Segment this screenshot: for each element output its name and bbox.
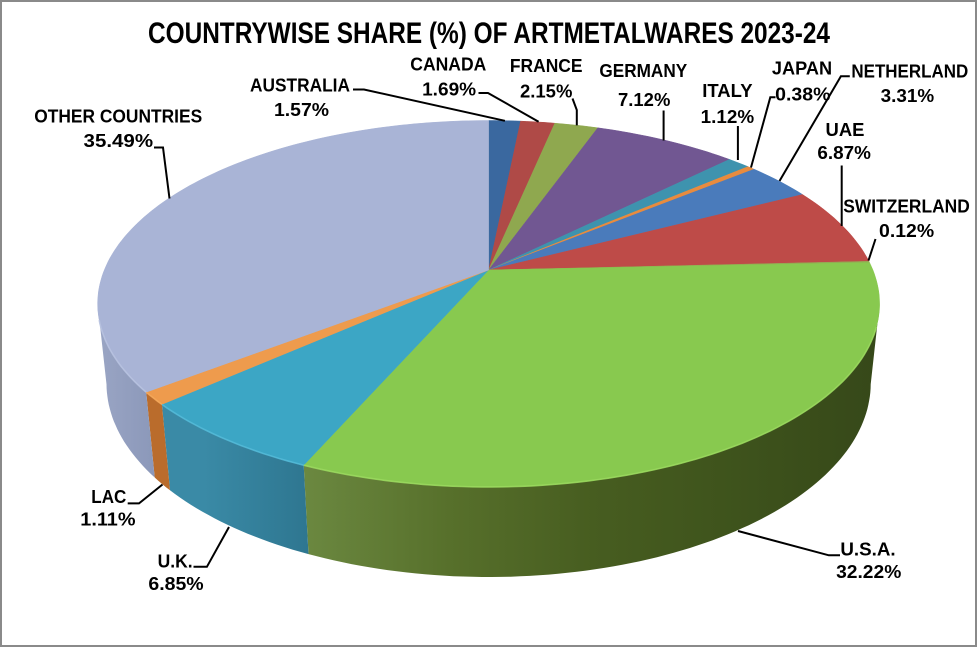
svg-text:2.15%: 2.15% <box>520 82 572 102</box>
svg-text:ITALY: ITALY <box>702 81 752 101</box>
svg-text:1.12%: 1.12% <box>701 107 755 127</box>
svg-text:UAE: UAE <box>826 120 865 140</box>
svg-text:3.31%: 3.31% <box>881 86 935 106</box>
svg-text:SWITZERLAND: SWITZERLAND <box>843 197 970 217</box>
svg-text:COUNTRYWISE SHARE (%) OF ARTME: COUNTRYWISE SHARE (%) OF ARTMETALWARES 2… <box>148 17 830 50</box>
svg-text:U.S.A.: U.S.A. <box>840 539 895 559</box>
svg-text:6.87%: 6.87% <box>817 143 871 163</box>
svg-text:U.K.: U.K. <box>158 552 193 572</box>
svg-text:JAPAN: JAPAN <box>772 59 832 79</box>
svg-text:1.57%: 1.57% <box>274 100 329 120</box>
svg-text:CANADA: CANADA <box>410 54 486 74</box>
svg-text:32.22%: 32.22% <box>836 562 901 582</box>
svg-text:AUSTRALIA: AUSTRALIA <box>250 76 350 96</box>
svg-text:1.11%: 1.11% <box>80 510 135 530</box>
svg-text:FRANCE: FRANCE <box>510 56 583 76</box>
svg-text:LAC: LAC <box>91 487 126 507</box>
svg-text:OTHER COUNTRIES: OTHER COUNTRIES <box>34 107 202 127</box>
svg-text:0.12%: 0.12% <box>879 221 934 241</box>
svg-text:7.12%: 7.12% <box>618 90 670 110</box>
svg-text:NETHERLAND: NETHERLAND <box>851 62 968 82</box>
svg-text:6.85%: 6.85% <box>148 574 203 594</box>
svg-text:GERMANY: GERMANY <box>599 61 687 81</box>
svg-text:0.38%: 0.38% <box>775 85 830 105</box>
svg-text:1.69%: 1.69% <box>422 80 476 100</box>
svg-text:35.49%: 35.49% <box>84 131 154 151</box>
